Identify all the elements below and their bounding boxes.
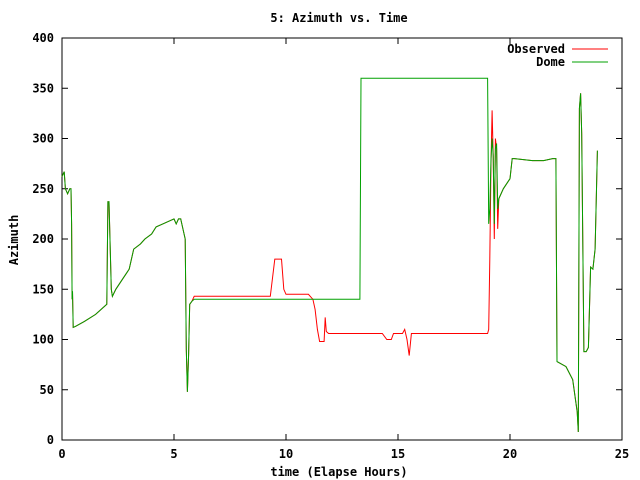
legend-label-dome: Dome [536, 55, 565, 69]
y-axis-label: Azimuth [7, 215, 21, 266]
y-tick-label: 350 [32, 81, 54, 95]
x-tick-label: 10 [279, 447, 293, 461]
chart-title: 5: Azimuth vs. Time [270, 11, 407, 25]
legend-label-observed: Observed [507, 42, 565, 56]
y-tick-label: 250 [32, 182, 54, 196]
plot-frame [61, 37, 623, 441]
series-lines [61, 77, 598, 433]
x-tick-label: 25 [615, 447, 629, 461]
x-tick-label: 0 [58, 447, 65, 461]
series-line-observed [61, 93, 598, 433]
y-tick-label: 50 [40, 383, 54, 397]
x-axis-label: time (Elapse Hours) [270, 465, 407, 479]
y-tick-label: 0 [47, 433, 54, 447]
series-line-dome [61, 77, 598, 433]
y-tick-label: 300 [32, 132, 54, 146]
x-tick-label: 5 [170, 447, 177, 461]
y-tick-label: 100 [32, 333, 54, 347]
y-tick-label: 200 [32, 232, 54, 246]
x-tick-label: 15 [391, 447, 405, 461]
y-tick-label: 150 [32, 282, 54, 296]
x-tick-label: 20 [503, 447, 517, 461]
y-tick-label: 400 [32, 31, 54, 45]
